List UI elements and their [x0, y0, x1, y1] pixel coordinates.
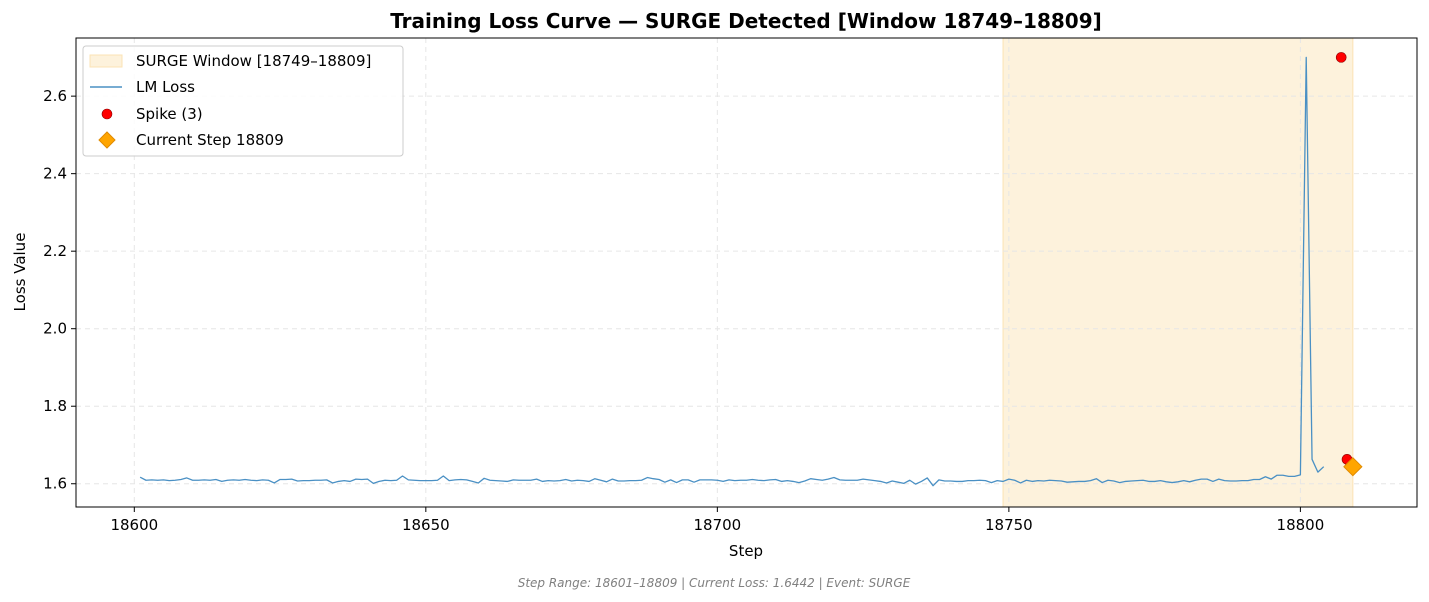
- y-tick-label: 2.0: [43, 320, 67, 338]
- lm-loss-line: [139, 56, 1325, 487]
- current-step-marker: [1343, 456, 1363, 477]
- y-tick-label: 1.8: [43, 397, 67, 415]
- x-tick-label: 18650: [402, 516, 450, 534]
- legend-box: [82, 45, 404, 157]
- legend-surge-label: SURGE Window [18749–18809]: [136, 52, 371, 70]
- y-tick-label: 1.6: [43, 475, 67, 493]
- y-tick-label: 2.2: [43, 242, 67, 260]
- legend-current-label: Current Step 18809: [136, 131, 284, 149]
- plot-area: 18600 18650 18700 18750 18800 1.6 1.8 2.0 2.2 2.4…: [43, 37, 1418, 534]
- legend-spike-swatch: [101, 108, 113, 120]
- legend-surge-swatch: [89, 54, 123, 68]
- y-tick-label: 2.6: [43, 87, 67, 105]
- x-tick-label: 18700: [693, 516, 741, 534]
- y-axis-label: Loss Value: [11, 233, 29, 312]
- x-tick-label: 18600: [110, 516, 158, 534]
- axes-frame: [75, 37, 1418, 508]
- x-axis-label: Step: [729, 542, 763, 560]
- chart-title: Training Loss Curve — SURGE Detected [Wi…: [390, 9, 1102, 33]
- spike-marker: [1335, 52, 1347, 63]
- x-tick-label: 18800: [1277, 516, 1325, 534]
- legend: SURGE Window [18749–18809] LM Loss Spike (…: [82, 45, 404, 157]
- legend-current-swatch: [98, 131, 116, 149]
- y-tick-label: 2.4: [43, 165, 67, 183]
- legend-spike-label: Spike (3): [136, 105, 203, 123]
- surge-window-band: [1002, 37, 1354, 508]
- x-tick-label: 18750: [985, 516, 1033, 534]
- footer-text: Step Range: 18601–18809 | Current Loss: …: [518, 576, 911, 590]
- legend-loss-label: LM Loss: [136, 78, 195, 96]
